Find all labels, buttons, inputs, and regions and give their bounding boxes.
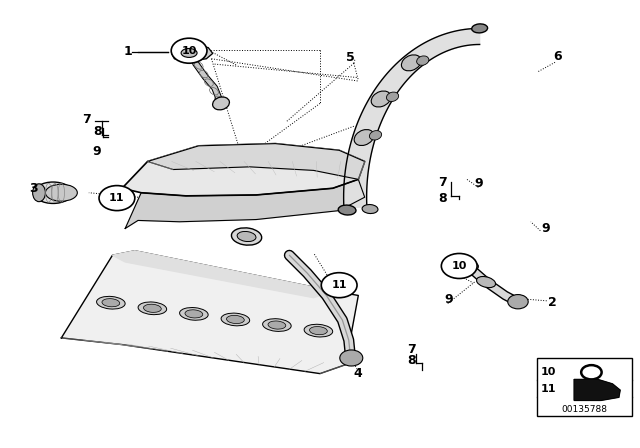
Text: 7: 7 [83,113,91,126]
Ellipse shape [232,228,262,245]
Circle shape [340,350,363,366]
Ellipse shape [102,299,120,307]
Ellipse shape [143,304,161,312]
Ellipse shape [472,24,488,33]
Text: 11: 11 [109,193,125,203]
Text: 1: 1 [124,45,132,58]
Ellipse shape [387,92,399,101]
Ellipse shape [417,56,429,65]
Polygon shape [574,379,620,401]
Text: 8: 8 [438,192,447,205]
Ellipse shape [369,131,381,140]
Circle shape [321,273,357,297]
Text: 9: 9 [474,177,483,190]
Ellipse shape [33,184,45,202]
Text: 00135788: 00135788 [561,405,607,414]
Text: 9: 9 [444,293,452,306]
Text: 10: 10 [452,261,467,271]
Ellipse shape [262,319,291,332]
Ellipse shape [227,315,244,323]
Polygon shape [113,251,333,297]
Ellipse shape [181,48,197,57]
Text: 10: 10 [540,367,556,377]
Text: 2: 2 [548,296,557,309]
Circle shape [442,254,477,279]
Text: 7: 7 [407,344,415,357]
Ellipse shape [185,310,203,318]
Ellipse shape [338,205,356,215]
Text: 5: 5 [346,52,355,65]
Ellipse shape [460,261,478,272]
Text: 9: 9 [541,222,550,235]
Circle shape [172,38,207,63]
Text: 10: 10 [181,46,196,56]
Polygon shape [148,144,365,179]
Text: 8: 8 [407,354,415,367]
Ellipse shape [401,55,421,71]
Polygon shape [172,45,212,61]
Circle shape [581,365,602,379]
Ellipse shape [371,91,391,107]
FancyBboxPatch shape [537,358,632,416]
Ellipse shape [138,302,166,314]
Ellipse shape [354,129,374,146]
Ellipse shape [310,327,327,335]
Polygon shape [61,251,358,374]
Text: 9: 9 [92,145,100,158]
Text: 3: 3 [29,182,38,195]
Text: 4: 4 [354,367,363,380]
Polygon shape [122,144,365,196]
Text: 6: 6 [553,50,562,63]
Ellipse shape [221,313,250,326]
Text: 11: 11 [540,384,556,394]
Ellipse shape [45,184,77,201]
Text: 11: 11 [332,280,347,290]
Circle shape [508,295,528,309]
Ellipse shape [362,205,378,214]
Polygon shape [125,179,365,228]
Text: 8: 8 [93,125,102,138]
Ellipse shape [34,182,72,203]
Ellipse shape [180,307,208,320]
Ellipse shape [477,276,495,288]
Ellipse shape [97,297,125,309]
Ellipse shape [304,324,333,337]
Polygon shape [344,28,479,208]
Text: 7: 7 [438,176,447,189]
Ellipse shape [237,232,256,241]
Ellipse shape [212,97,229,110]
Circle shape [99,185,135,211]
Ellipse shape [268,321,286,329]
